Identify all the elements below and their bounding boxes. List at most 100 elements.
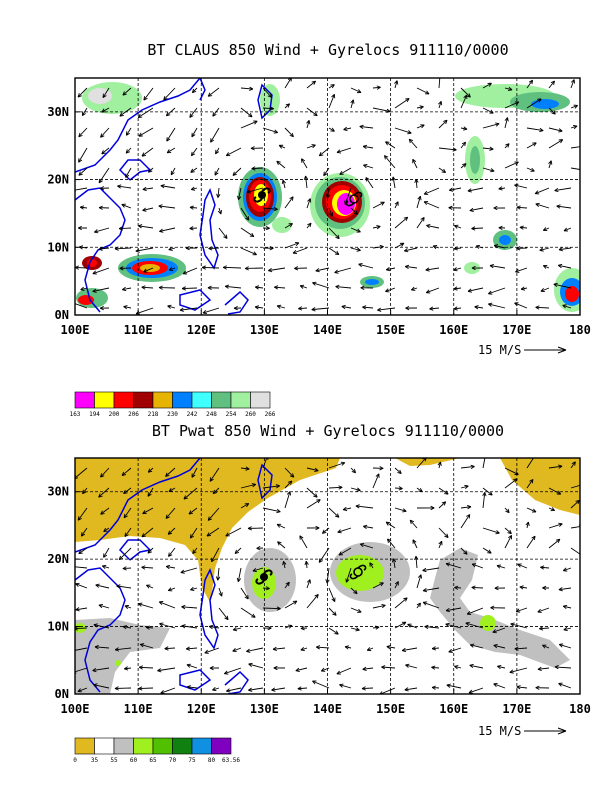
panel2-wind-vectors <box>75 458 580 694</box>
wind-vector <box>542 264 550 269</box>
colorbar-tick-label: 35 <box>91 757 99 764</box>
wind-vector <box>250 146 264 151</box>
wind-vector <box>123 507 132 519</box>
wind-vector <box>98 167 110 184</box>
wind-vector <box>78 167 88 176</box>
wind-vector <box>556 204 572 209</box>
wind-vector <box>394 597 408 609</box>
wind-vector <box>548 160 553 169</box>
wind-vector <box>537 607 550 613</box>
wind-vector <box>232 647 242 652</box>
wind-vector <box>189 226 198 231</box>
wind-vector <box>272 646 286 652</box>
wind-vector <box>460 547 468 555</box>
wind-vector <box>284 467 295 478</box>
wind-vector <box>93 683 110 689</box>
x-tick-label: 140E <box>313 323 342 337</box>
wind-vector <box>124 604 132 610</box>
wind-vector <box>504 467 519 475</box>
wind-vector <box>496 564 506 569</box>
wind-vector <box>98 205 110 210</box>
wind-vector <box>123 487 132 495</box>
wind-vector <box>246 187 264 194</box>
wind-vector <box>345 567 352 583</box>
wind-vector <box>482 122 500 129</box>
wind-vector <box>386 645 396 650</box>
wind-vector <box>262 606 281 611</box>
wind-vector <box>147 487 154 497</box>
wind-vector <box>125 167 132 178</box>
wind-vector <box>297 686 308 691</box>
wind-vector <box>117 184 132 189</box>
wind-vector <box>282 561 287 569</box>
wind-vector <box>526 478 534 489</box>
wind-vector <box>460 514 471 529</box>
wind-vector <box>284 480 293 489</box>
wind-vector <box>438 501 447 509</box>
wind-vector <box>147 167 154 173</box>
wind-vector <box>122 625 132 630</box>
colorbar-tick-label: 63.56 <box>222 757 240 764</box>
wind-vector <box>209 467 220 482</box>
wind-vector <box>142 207 154 212</box>
wind-vector <box>416 105 424 110</box>
wind-vector <box>408 138 418 149</box>
wind-vector <box>218 587 223 597</box>
wind-vector <box>114 647 132 652</box>
panel1-title: BT CLAUS 850 Wind + Gyrelocs 911110/0000 <box>147 41 508 59</box>
wind-vector <box>101 147 110 155</box>
wind-vector <box>311 307 330 312</box>
wind-vector <box>404 687 418 692</box>
wind-vector <box>516 685 528 690</box>
wind-vector <box>223 667 242 675</box>
wind-vector <box>225 527 242 537</box>
wind-vector <box>262 507 281 514</box>
wind-vector <box>394 467 402 475</box>
wind-vector <box>537 666 550 672</box>
wind-vector <box>416 574 423 589</box>
wind-vector <box>562 604 572 610</box>
colorbar-tick-label: 206 <box>128 411 139 418</box>
wind-vector <box>189 527 198 539</box>
wind-vector <box>278 144 286 149</box>
wind-vector <box>306 120 311 129</box>
wind-vector <box>328 627 339 635</box>
wind-vector <box>159 622 176 629</box>
wind-vector <box>328 93 336 109</box>
x-tick-label: 120E <box>187 323 216 337</box>
wind-vector <box>181 286 198 291</box>
wind-vector <box>190 586 198 591</box>
wind-vector <box>350 487 361 492</box>
wind-vector <box>123 305 132 310</box>
wind-vector <box>493 682 506 689</box>
wind-vector <box>103 527 110 533</box>
x-tick-label: 130E <box>250 323 279 337</box>
wind-vector <box>295 667 308 672</box>
wind-vector <box>422 601 440 609</box>
wind-vector <box>122 87 132 96</box>
wind-vector <box>526 458 535 469</box>
wind-vector <box>350 207 359 215</box>
x-tick-label: 110E <box>124 702 153 716</box>
wind-vector <box>482 547 492 554</box>
y-tick-label: 30N <box>47 105 69 119</box>
wind-vector <box>328 507 340 518</box>
wind-vector <box>438 119 448 129</box>
wind-vector <box>306 579 311 589</box>
wind-vector <box>426 224 440 229</box>
wind-vector <box>469 207 484 213</box>
wind-vector <box>138 602 154 609</box>
wind-vector <box>460 505 472 510</box>
wind-vector <box>158 285 176 290</box>
wind-vector <box>212 487 220 495</box>
wind-vector <box>350 627 360 632</box>
wind-vector <box>394 486 403 491</box>
wind-vector <box>188 507 198 515</box>
wind-vector <box>372 473 380 489</box>
wind-vector <box>240 607 256 618</box>
wind-vector <box>168 266 176 271</box>
wind-vector <box>138 127 154 137</box>
wind-vector <box>492 627 506 634</box>
wind-vector <box>469 663 484 669</box>
wind-vector <box>416 505 435 511</box>
